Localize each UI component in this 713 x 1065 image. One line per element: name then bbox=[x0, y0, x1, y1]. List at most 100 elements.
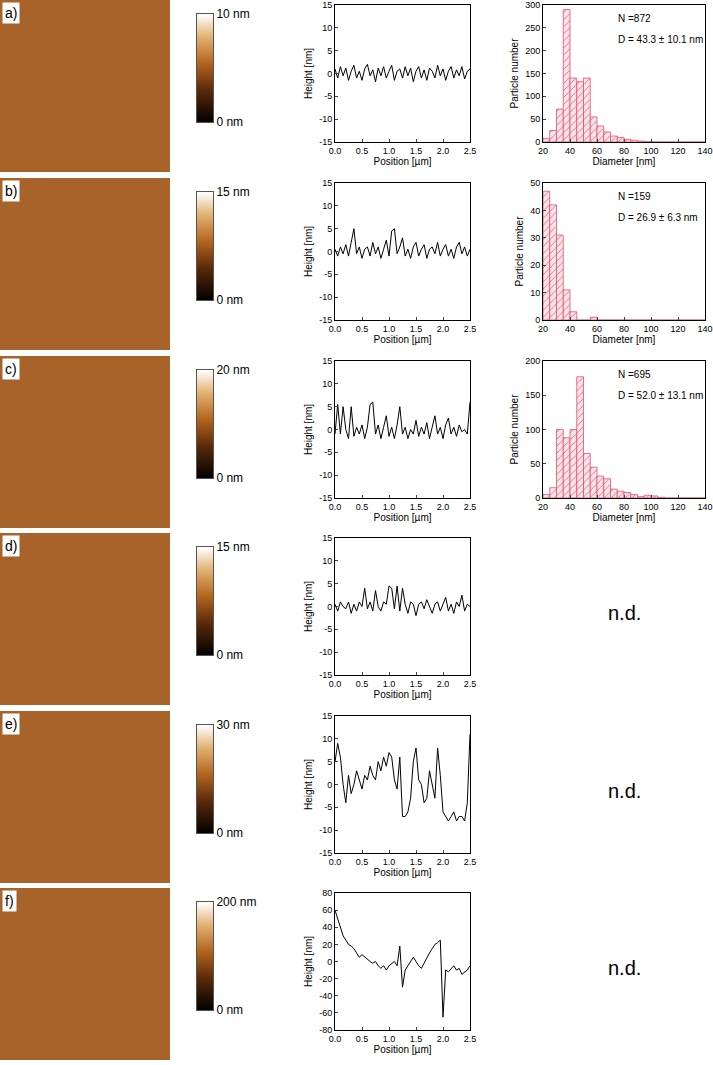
svg-text:0 nm: 0 nm bbox=[216, 115, 243, 129]
svg-text:Position [µm]: Position [µm] bbox=[373, 512, 431, 523]
svg-text:Position [µm]: Position [µm] bbox=[373, 334, 431, 345]
svg-text:300: 300 bbox=[525, 0, 540, 10]
svg-text:0: 0 bbox=[327, 69, 332, 79]
svg-text:1.5: 1.5 bbox=[410, 146, 423, 156]
svg-text:Height [nm]: Height [nm] bbox=[303, 936, 314, 987]
svg-text:140: 140 bbox=[697, 502, 712, 512]
svg-text:b): b) bbox=[5, 183, 17, 199]
svg-text:0.0: 0.0 bbox=[329, 1034, 342, 1044]
svg-text:0 nm: 0 nm bbox=[216, 471, 243, 485]
svg-text:Diameter [nm]: Diameter [nm] bbox=[593, 334, 656, 345]
svg-text:e): e) bbox=[5, 716, 17, 732]
svg-text:1.0: 1.0 bbox=[383, 857, 396, 867]
svg-text:60: 60 bbox=[592, 146, 602, 156]
svg-text:0: 0 bbox=[327, 247, 332, 257]
svg-text:40: 40 bbox=[530, 206, 540, 216]
svg-text:D = 52.0 ± 13.1 nm: D = 52.0 ± 13.1 nm bbox=[618, 390, 703, 401]
svg-text:0 nm: 0 nm bbox=[216, 826, 243, 840]
svg-text:140: 140 bbox=[697, 146, 712, 156]
svg-text:200 nm: 200 nm bbox=[216, 895, 256, 909]
svg-text:80: 80 bbox=[619, 146, 629, 156]
svg-text:100: 100 bbox=[525, 91, 540, 101]
svg-text:100: 100 bbox=[525, 425, 540, 435]
svg-text:2.0: 2.0 bbox=[437, 857, 450, 867]
svg-text:30: 30 bbox=[530, 233, 540, 243]
svg-text:20 nm: 20 nm bbox=[216, 363, 249, 377]
svg-text:200: 200 bbox=[525, 356, 540, 366]
svg-text:0 nm: 0 nm bbox=[216, 1003, 243, 1017]
svg-text:30 nm: 30 nm bbox=[216, 718, 249, 732]
svg-text:50: 50 bbox=[530, 459, 540, 469]
svg-text:Position [µm]: Position [µm] bbox=[373, 1044, 431, 1055]
svg-text:Position [µm]: Position [µm] bbox=[373, 156, 431, 167]
svg-text:Position [µm]: Position [µm] bbox=[373, 689, 431, 700]
svg-text:-10: -10 bbox=[319, 647, 332, 657]
svg-text:-5: -5 bbox=[324, 447, 332, 457]
svg-text:150: 150 bbox=[525, 390, 540, 400]
svg-text:D = 26.9 ± 6.3 nm: D = 26.9 ± 6.3 nm bbox=[618, 212, 698, 223]
svg-text:n.d.: n.d. bbox=[608, 957, 641, 979]
svg-text:1.5: 1.5 bbox=[410, 1034, 423, 1044]
svg-text:15 nm: 15 nm bbox=[216, 185, 249, 199]
svg-text:n.d.: n.d. bbox=[608, 780, 641, 802]
svg-text:0.5: 0.5 bbox=[356, 502, 369, 512]
svg-text:1.0: 1.0 bbox=[383, 146, 396, 156]
svg-text:60: 60 bbox=[592, 502, 602, 512]
svg-text:60: 60 bbox=[322, 905, 332, 915]
svg-text:10: 10 bbox=[322, 379, 332, 389]
svg-text:0: 0 bbox=[327, 957, 332, 967]
svg-text:5: 5 bbox=[327, 224, 332, 234]
svg-text:0.5: 0.5 bbox=[356, 324, 369, 334]
svg-text:20: 20 bbox=[538, 502, 548, 512]
svg-text:0.0: 0.0 bbox=[329, 324, 342, 334]
svg-text:-20: -20 bbox=[319, 974, 332, 984]
svg-text:80: 80 bbox=[322, 888, 332, 898]
svg-text:-10: -10 bbox=[319, 292, 332, 302]
svg-text:0 nm: 0 nm bbox=[216, 293, 243, 307]
svg-text:200: 200 bbox=[525, 46, 540, 56]
svg-text:0 nm: 0 nm bbox=[216, 648, 243, 662]
svg-text:0: 0 bbox=[535, 315, 540, 325]
svg-text:5: 5 bbox=[327, 579, 332, 589]
svg-text:2.5: 2.5 bbox=[464, 1034, 477, 1044]
svg-text:-15: -15 bbox=[319, 493, 332, 503]
svg-text:0.5: 0.5 bbox=[356, 1034, 369, 1044]
svg-text:-15: -15 bbox=[319, 670, 332, 680]
svg-text:10: 10 bbox=[322, 23, 332, 33]
svg-text:Height [nm]: Height [nm] bbox=[303, 759, 314, 810]
svg-text:-5: -5 bbox=[324, 269, 332, 279]
svg-text:2.5: 2.5 bbox=[464, 502, 477, 512]
svg-text:80: 80 bbox=[619, 502, 629, 512]
svg-text:250: 250 bbox=[525, 23, 540, 33]
svg-text:5: 5 bbox=[327, 757, 332, 767]
svg-text:f): f) bbox=[5, 893, 14, 909]
svg-text:N =159: N =159 bbox=[618, 191, 651, 202]
svg-text:-10: -10 bbox=[319, 114, 332, 124]
svg-text:15: 15 bbox=[322, 178, 332, 188]
svg-text:-5: -5 bbox=[324, 802, 332, 812]
svg-text:1.0: 1.0 bbox=[383, 679, 396, 689]
svg-text:N =872: N =872 bbox=[618, 13, 651, 24]
svg-text:1.0: 1.0 bbox=[383, 502, 396, 512]
svg-text:5: 5 bbox=[327, 46, 332, 56]
svg-text:-60: -60 bbox=[319, 1008, 332, 1018]
svg-text:Position [µm]: Position [µm] bbox=[373, 867, 431, 878]
svg-text:Particle number: Particle number bbox=[509, 38, 520, 109]
svg-text:0.0: 0.0 bbox=[329, 857, 342, 867]
svg-text:Particle number: Particle number bbox=[514, 216, 525, 287]
svg-text:15 nm: 15 nm bbox=[216, 540, 249, 554]
svg-text:15: 15 bbox=[322, 356, 332, 366]
svg-text:c): c) bbox=[5, 361, 17, 377]
svg-text:-15: -15 bbox=[319, 848, 332, 858]
svg-text:20: 20 bbox=[530, 260, 540, 270]
svg-text:-5: -5 bbox=[324, 624, 332, 634]
svg-text:-40: -40 bbox=[319, 991, 332, 1001]
svg-text:20: 20 bbox=[322, 940, 332, 950]
svg-text:0.0: 0.0 bbox=[329, 679, 342, 689]
svg-text:Height [nm]: Height [nm] bbox=[303, 404, 314, 455]
svg-text:140: 140 bbox=[697, 324, 712, 334]
svg-text:100: 100 bbox=[643, 502, 658, 512]
svg-text:100: 100 bbox=[643, 324, 658, 334]
svg-text:n.d.: n.d. bbox=[608, 602, 641, 624]
svg-text:1.0: 1.0 bbox=[383, 1034, 396, 1044]
